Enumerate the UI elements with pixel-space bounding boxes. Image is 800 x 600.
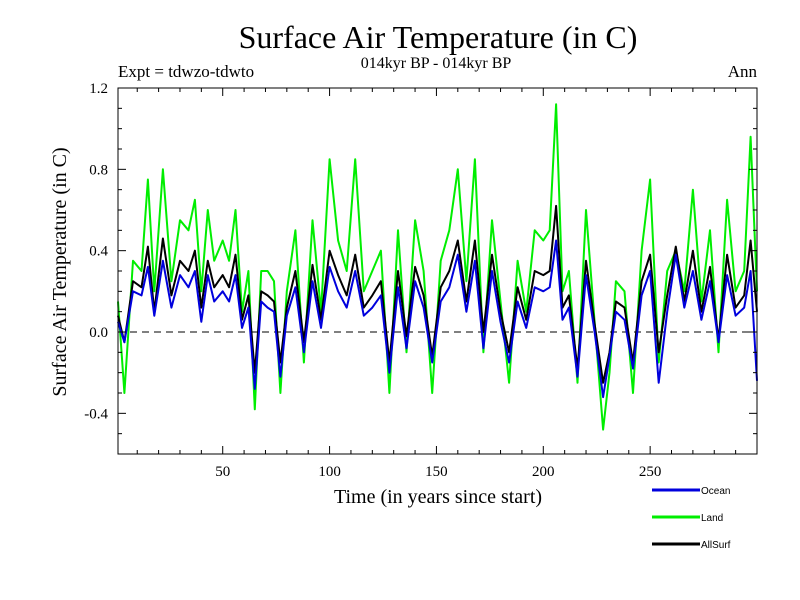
plot-area: 50 100 150 200 250 -0.4 0.0 0.4 0.8 1.2: [84, 81, 758, 480]
y-tick-label: 0.0: [89, 325, 108, 341]
x-tick-label: 200: [532, 464, 555, 480]
season-label: Ann: [728, 62, 758, 81]
y-tick-label: -0.4: [84, 406, 108, 422]
legend-label-allsurf: AllSurf: [701, 540, 731, 551]
legend-label-ocean: Ocean: [701, 486, 730, 497]
y-tick-label: 0.4: [89, 244, 108, 260]
x-tick-label: 250: [639, 464, 662, 480]
series-line-ocean: [117, 239, 758, 399]
expt-label: Expt = tdwzo-tdwto: [118, 62, 254, 81]
series-layer: [117, 103, 758, 431]
x-axis-label: Time (in years since start): [334, 486, 542, 508]
chart-subtitle: 014kyr BP - 014kyr BP: [361, 55, 512, 72]
x-tick-label: 150: [425, 464, 448, 480]
legend: Ocean Land AllSurf: [652, 486, 731, 551]
legend-label-land: Land: [701, 513, 723, 524]
x-tick-label: 50: [215, 464, 230, 480]
y-tick-label: 0.8: [89, 162, 108, 178]
ticks-layer: 50 100 150 200 250 -0.4 0.0 0.4 0.8 1.2: [84, 81, 757, 480]
series-line-allsurf: [117, 204, 758, 384]
chart-title: Surface Air Temperature (in C): [239, 19, 638, 55]
y-axis-label: Surface Air Temperature (in C): [49, 147, 71, 396]
x-tick-label: 100: [318, 464, 341, 480]
y-tick-label: 1.2: [89, 81, 108, 97]
